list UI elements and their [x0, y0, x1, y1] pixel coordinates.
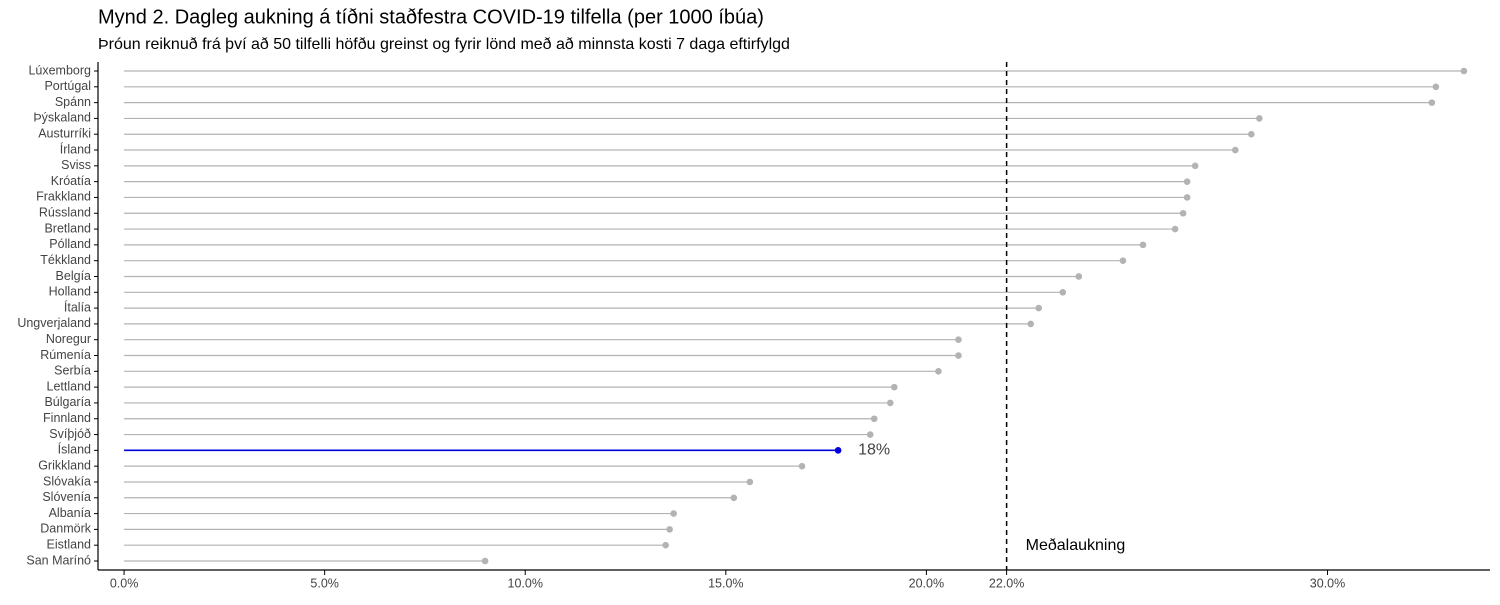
y-tick-label: Holland — [49, 285, 91, 299]
y-tick-label: Frakkland — [36, 190, 91, 204]
y-tick-label: Rúmenía — [40, 348, 91, 362]
y-tick-label: Lettland — [47, 379, 92, 393]
y-tick-label: Tékkland — [40, 253, 91, 267]
y-tick-label: Finnland — [43, 411, 91, 425]
y-tick-label: Lúxemborg — [28, 63, 91, 77]
y-tick-label: Rússland — [39, 206, 91, 220]
x-tick-label: 5.0% — [310, 576, 339, 590]
lollipop-dot — [1460, 67, 1468, 75]
y-tick-label: Danmörk — [40, 522, 91, 536]
lollipop-dot — [955, 336, 962, 344]
x-tick-label: 22.0% — [989, 576, 1024, 590]
lollipop-dot — [1119, 257, 1127, 264]
lollipop-dot — [1183, 194, 1191, 201]
y-tick-label: Belgía — [56, 269, 91, 283]
lollipop-dot — [798, 462, 806, 470]
lollipop-dot — [866, 431, 874, 438]
lollipop-dot — [955, 352, 962, 359]
y-tick-label: Búlgaría — [44, 395, 91, 409]
y-tick-label: Króatía — [51, 174, 91, 188]
y-tick-label: Austurríki — [38, 127, 91, 141]
x-tick-label: 15.0% — [708, 576, 743, 590]
lollipop-dot — [670, 510, 677, 517]
lollipop-dot — [870, 415, 878, 423]
y-tick-label: Slóvenía — [42, 490, 91, 504]
lollipop-dot — [1183, 178, 1191, 185]
lollipop-dot — [834, 447, 842, 454]
lollipop-dot — [886, 399, 894, 407]
lollipop-dot — [1035, 304, 1043, 312]
lollipop-dot — [1139, 241, 1147, 249]
y-tick-label: Pólland — [49, 237, 91, 251]
chart-subtitle: Þróun reiknuð frá því að 50 tilfelli höf… — [98, 36, 790, 53]
lollipop-dot — [1179, 209, 1187, 217]
x-tick-label: 0.0% — [110, 576, 139, 590]
lollipop-dot — [746, 478, 754, 486]
lollipop-dot — [1248, 130, 1255, 138]
lollipop-dot — [890, 383, 898, 391]
lollipop-dot — [1231, 146, 1239, 154]
lollipop-dot — [730, 494, 738, 502]
y-tick-label: Albanía — [49, 506, 91, 520]
y-tick-label: Spánn — [55, 95, 91, 109]
y-tick-label: Noregur — [46, 332, 91, 346]
y-tick-label: Eistland — [47, 537, 92, 551]
y-tick-label: Grikkland — [38, 458, 91, 472]
lollipop-dot — [935, 368, 942, 375]
lollipop-dot — [1428, 99, 1436, 106]
x-tick-label: 20.0% — [909, 576, 944, 590]
lollipop-dot — [1059, 288, 1067, 296]
chart-title: Mynd 2. Dagleg aukning á tíðni staðfestr… — [98, 6, 764, 28]
lollipop-dot — [1256, 115, 1263, 122]
value-label: 18% — [858, 442, 890, 459]
y-tick-label: Ungverjaland — [17, 316, 91, 330]
x-tick-label: 10.0% — [508, 576, 543, 590]
y-tick-label: Serbía — [54, 364, 91, 378]
lollipop-dot — [1027, 320, 1034, 328]
lollipop-dot — [1191, 162, 1199, 170]
lollipop-dot — [1171, 225, 1179, 233]
y-tick-label: Portúgal — [44, 79, 91, 93]
mean-label: Meðalaukning — [1026, 537, 1126, 554]
lollipop-dot — [666, 526, 673, 533]
y-tick-label: Sviss — [61, 158, 91, 172]
lollipop-dot — [1075, 273, 1083, 280]
y-tick-label: Þýskaland — [33, 111, 91, 125]
y-tick-label: Bretland — [44, 221, 91, 235]
lollipop-dot — [481, 557, 489, 565]
y-tick-label: Ísland — [58, 442, 91, 457]
y-tick-label: San Marínó — [26, 553, 91, 567]
x-tick-label: 30.0% — [1310, 576, 1345, 590]
lollipop-dot — [1432, 83, 1440, 91]
y-tick-label: Ítalía — [64, 299, 91, 314]
y-tick-label: Írland — [60, 141, 91, 156]
lollipop-dot — [662, 541, 669, 549]
y-tick-label: Svíþjóð — [49, 427, 91, 441]
y-tick-label: Slóvakía — [43, 474, 91, 488]
